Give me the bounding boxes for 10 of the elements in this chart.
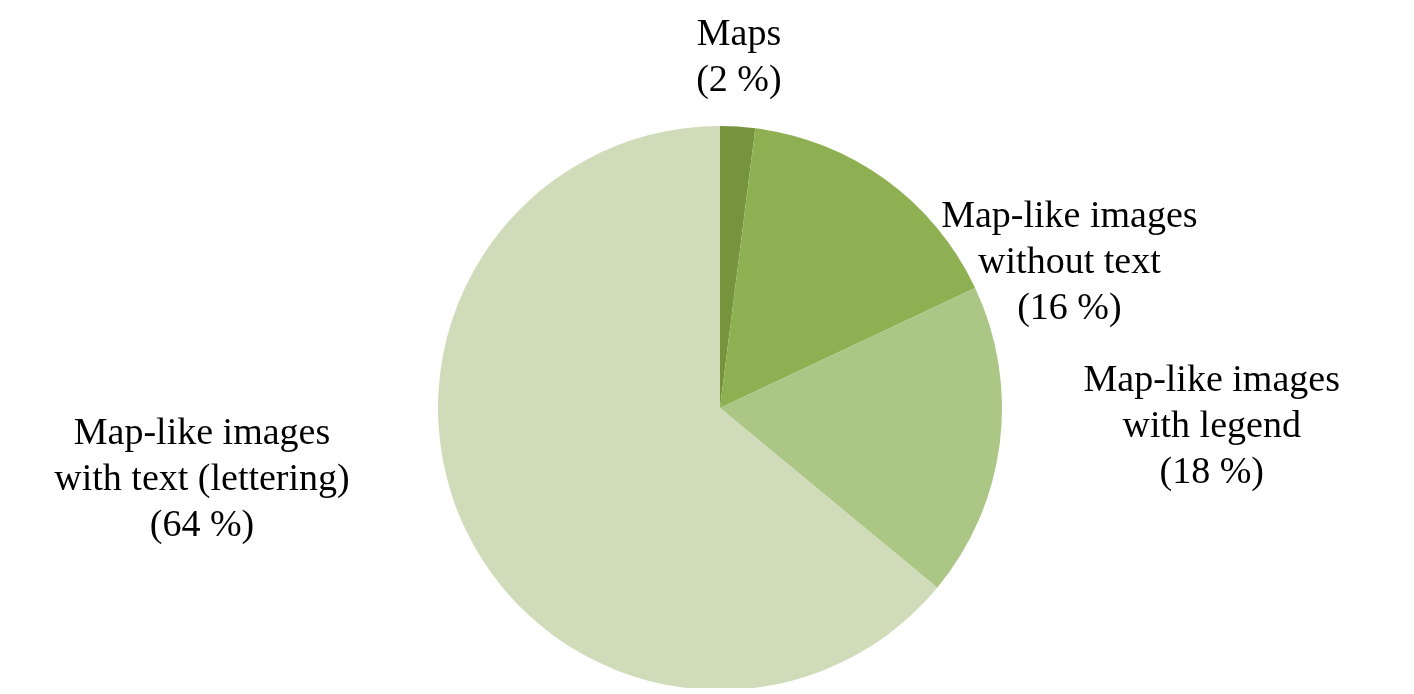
slice-label: Map-like images with text (lettering)	[54, 410, 350, 500]
pie-slice	[438, 126, 938, 688]
slice-label: Map-like images without text	[941, 193, 1198, 282]
slice-label: Maps	[696, 11, 782, 53]
slice-label: Map-like images with legend	[1083, 357, 1340, 446]
data-label: (16 %)	[1017, 285, 1122, 329]
data-label: (18 %)	[1159, 449, 1264, 493]
data-label: (64 %)	[149, 502, 255, 546]
pie-slice	[720, 287, 1002, 588]
data-label: (2 %)	[696, 57, 782, 100]
